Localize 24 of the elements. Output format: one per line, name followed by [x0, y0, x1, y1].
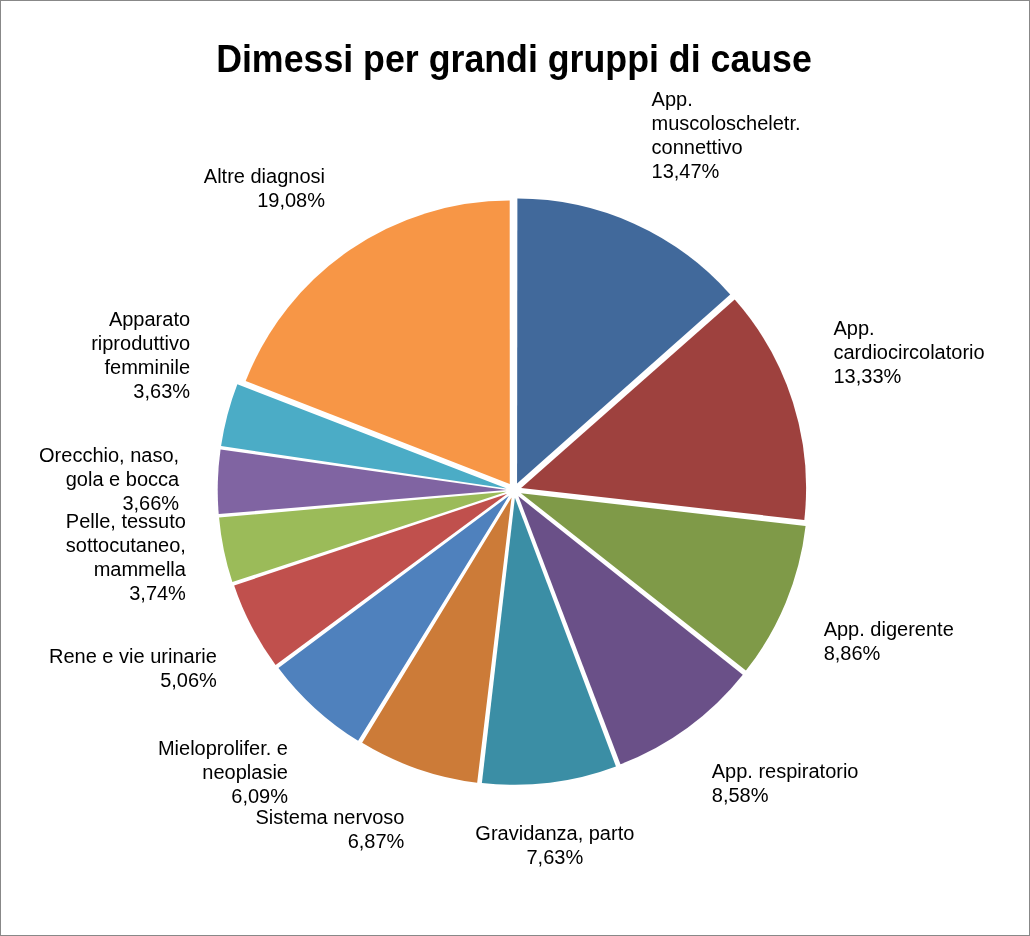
data-label: 6,87% — [347, 830, 405, 853]
slice-label: App. digerente — [823, 617, 954, 640]
data-label: 8,58% — [711, 784, 769, 807]
slice-label: Sistema nervoso — [255, 806, 405, 829]
data-label: 5,06% — [160, 668, 218, 691]
slice-label: Apparato riproduttivo femminile — [91, 308, 191, 379]
slice-label: Altre diagnosi — [203, 165, 326, 188]
data-label: 3,66% — [122, 492, 180, 515]
chart-title: Dimessi per grandi gruppi di cause — [216, 38, 812, 81]
slice-label: Orecchio, naso, gola e bocca — [39, 444, 181, 491]
data-label: 19,08% — [257, 189, 326, 212]
slice-label: Gravidanza, parto — [475, 822, 635, 845]
slice-label: App. respiratorio — [711, 760, 859, 783]
slice-label: App. cardiocircolatorio — [833, 317, 985, 363]
data-label: 13,47% — [651, 160, 720, 183]
slice-label: Mieloprolifer. e neoplasie — [157, 737, 288, 784]
data-label: 13,33% — [833, 365, 902, 387]
data-label: 6,09% — [231, 785, 289, 808]
data-label: 3,63% — [133, 380, 191, 403]
slice-label: Rene e vie urinarie — [48, 644, 217, 667]
data-label: 7,63% — [526, 846, 584, 869]
slice-label: App. muscoloscheletr. connettivo — [651, 88, 801, 159]
data-label: 8,86% — [823, 641, 881, 664]
data-label: 3,74% — [129, 581, 187, 604]
